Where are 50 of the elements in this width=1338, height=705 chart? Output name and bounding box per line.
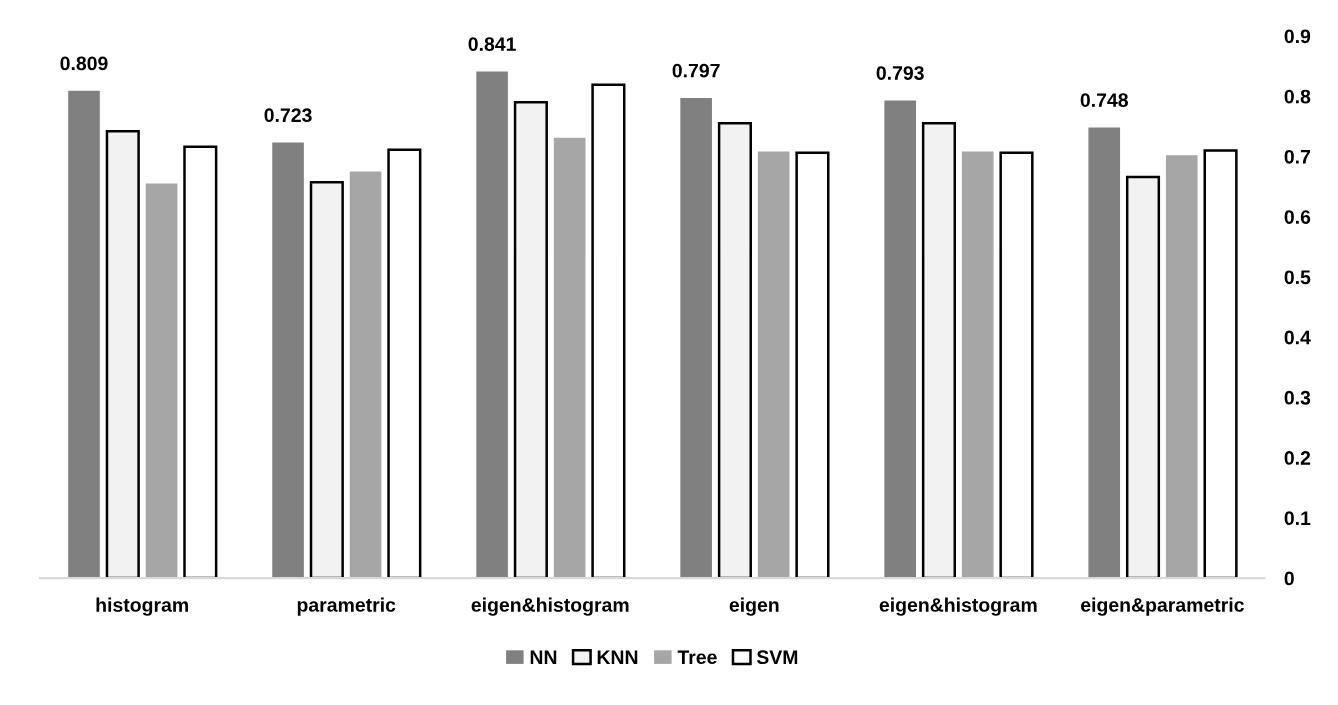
y-tick-label: 0.2: [1284, 451, 1311, 465]
bar: [476, 71, 508, 579]
x-tick-label: histogram: [96, 597, 188, 616]
bar: [1203, 149, 1238, 579]
data-label: 0.797: [672, 63, 720, 78]
bar: [1165, 155, 1198, 579]
bar: [513, 100, 548, 579]
data-label: 0.809: [60, 56, 108, 71]
bar: [757, 151, 790, 579]
y-tick-label: 0.3: [1284, 390, 1311, 405]
bar: [68, 90, 100, 579]
data-label: 0.841: [468, 37, 516, 51]
bar: [105, 129, 140, 579]
bar: [349, 171, 382, 579]
x-tick-label: parametric: [297, 597, 396, 616]
legend-label: Tree: [677, 650, 717, 665]
bar: [921, 122, 957, 579]
data-label: 0.748: [1080, 93, 1128, 108]
legend-label: KNN: [597, 650, 638, 664]
bar: [1088, 127, 1121, 579]
x-tick-label: eigen&histogram: [879, 597, 1037, 616]
bar: [961, 151, 994, 579]
y-tick-label: 0.8: [1284, 89, 1311, 104]
y-tick-label: 0.6: [1284, 210, 1311, 224]
data-label: 0.723: [264, 108, 312, 123]
y-tick-label: 0.5: [1284, 270, 1311, 285]
bar: [183, 145, 218, 579]
bar: [591, 83, 626, 579]
y-tick-label: 0: [1284, 571, 1294, 586]
bar: [884, 100, 916, 579]
y-tick-label: 0.7: [1284, 149, 1311, 164]
bar: [999, 151, 1034, 579]
bar: [145, 183, 178, 579]
y-tick-label: 0.4: [1284, 330, 1311, 345]
y-tick-label: 0.1: [1284, 511, 1311, 526]
legend-label: NN: [530, 650, 557, 664]
data-label: 0.793: [876, 66, 924, 80]
bar: [272, 142, 304, 579]
legend-label: SVM: [756, 650, 798, 665]
x-tick-label: eigen&histogram: [471, 597, 629, 616]
bar: [553, 137, 586, 579]
x-tick-label: eigen&parametric: [1081, 597, 1244, 616]
bar: [387, 148, 422, 579]
x-tick-label: eigen: [729, 597, 779, 616]
bar: [717, 122, 752, 579]
bar: [309, 181, 344, 579]
y-tick-label: 0.9: [1284, 29, 1311, 44]
bar: [795, 151, 830, 579]
bar: [680, 98, 712, 579]
bar: [1125, 175, 1161, 579]
